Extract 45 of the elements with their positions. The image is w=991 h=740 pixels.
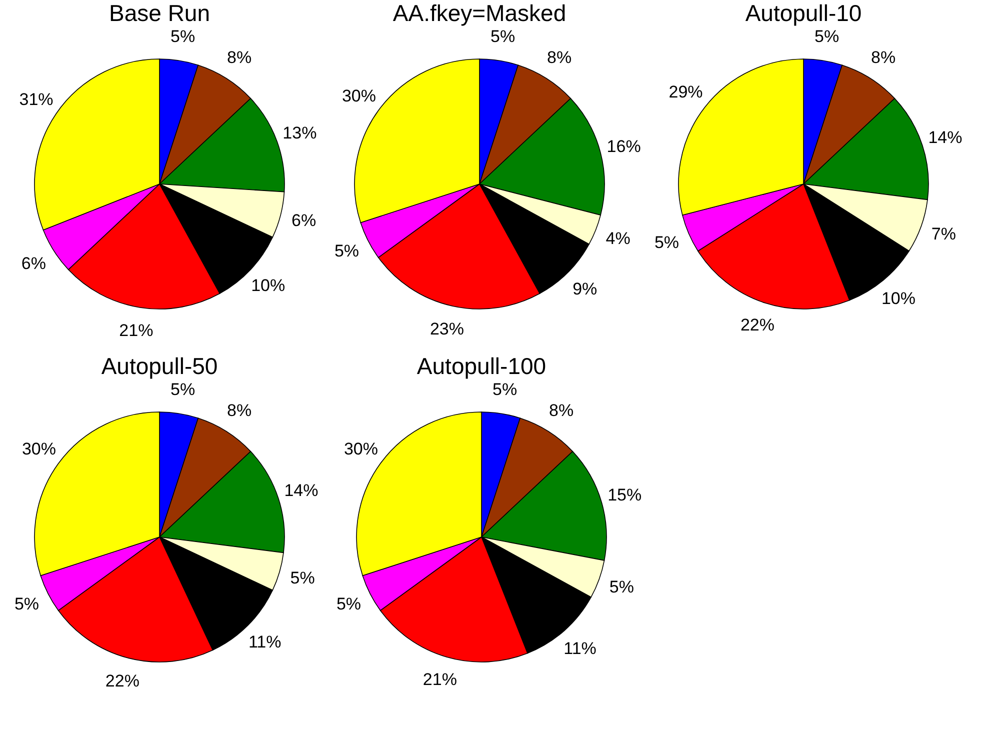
data-label: 23%: [430, 319, 464, 338]
data-label: 11%: [564, 638, 596, 658]
data-label: 5%: [492, 380, 518, 399]
chart-title: Base Run: [108, 0, 210, 26]
data-label: 5%: [14, 594, 40, 614]
chart-title: Autopull-10: [745, 0, 862, 26]
chart-title: Autopull-50: [101, 352, 218, 379]
data-label: 5%: [609, 577, 634, 596]
data-label: 29%: [668, 82, 703, 102]
data-label: 30%: [344, 439, 378, 458]
data-label: 30%: [22, 439, 56, 458]
data-label: 9%: [572, 279, 598, 298]
data-label: 8%: [227, 48, 252, 68]
data-label: 21%: [422, 670, 457, 690]
data-label: 5%: [336, 594, 362, 614]
data-label: 31%: [19, 90, 54, 110]
data-label: 14%: [284, 480, 318, 500]
data-label: 8%: [227, 401, 252, 420]
data-label: 4%: [606, 228, 630, 248]
data-label: 5%: [290, 568, 315, 588]
data-label: 15%: [608, 485, 642, 504]
data-label: 8%: [549, 401, 574, 420]
data-label: 21%: [119, 321, 154, 340]
data-label: 10%: [251, 276, 286, 295]
data-label: 6%: [292, 211, 316, 230]
data-label: 13%: [282, 124, 317, 143]
chart-title: Autopull-100: [416, 352, 546, 379]
data-label: 5%: [334, 242, 360, 261]
data-label: 8%: [871, 48, 896, 68]
data-label: 16%: [606, 136, 641, 156]
data-label: 30%: [342, 86, 376, 106]
data-label: 5%: [814, 26, 840, 46]
data-label: 6%: [21, 254, 46, 273]
data-label: 8%: [547, 48, 572, 68]
data-label: 7%: [931, 224, 956, 244]
data-label: 10%: [881, 288, 916, 308]
data-label: 22%: [740, 316, 774, 335]
data-label: 5%: [170, 380, 196, 399]
data-label: 5%: [654, 233, 680, 252]
chart-title: AA.fkey=Masked: [392, 0, 566, 26]
data-label: 14%: [928, 128, 962, 147]
data-label: 11%: [248, 632, 282, 652]
data-label: 5%: [170, 26, 196, 46]
data-label: 5%: [490, 26, 516, 46]
data-label: 22%: [105, 671, 140, 690]
